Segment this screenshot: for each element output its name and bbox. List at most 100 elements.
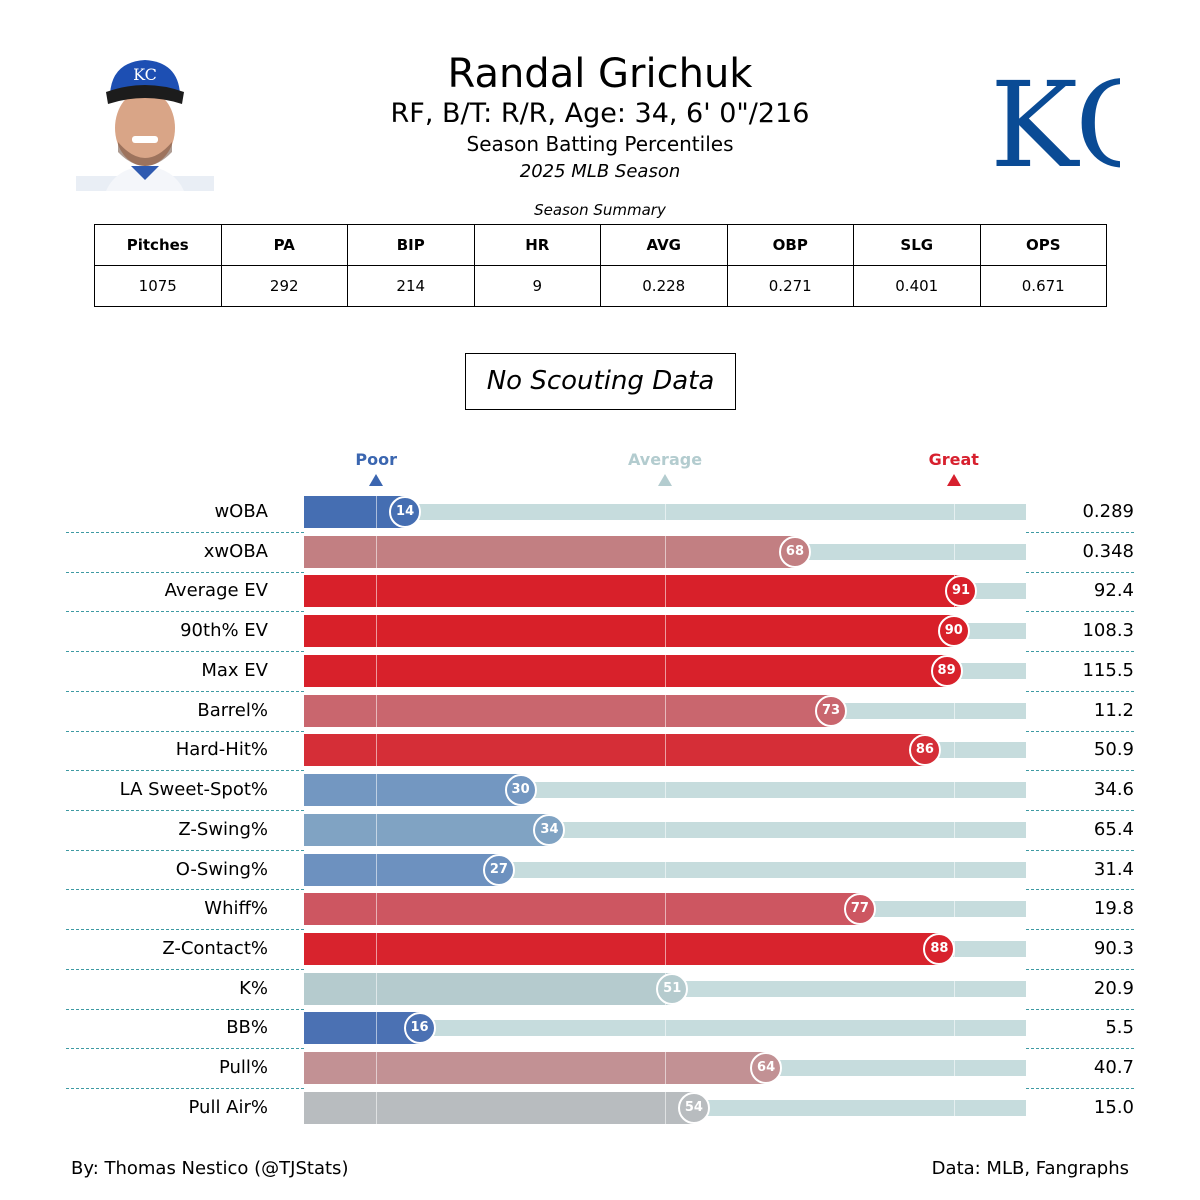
- metric-value-barrel-: 11.2: [1093, 699, 1134, 721]
- reference-line: [665, 933, 666, 966]
- season-label: 2025 MLB Season: [519, 161, 681, 182]
- metric-label-woba: wOBA: [214, 501, 268, 522]
- row-divider: [66, 889, 304, 891]
- reference-line: [953, 1052, 955, 1085]
- footer-source: Data: MLB, Fangraphs: [931, 1158, 1129, 1179]
- summary-col-header: BIP: [347, 224, 475, 266]
- percentile-bar: [304, 496, 406, 528]
- reference-line: [376, 535, 378, 568]
- season-summary-table: Pitches PA BIP HR AVG OBP SLG OPS 1075 2…: [94, 224, 1107, 307]
- summary-cell: 0.228: [600, 265, 728, 307]
- percentile-bubble: 86: [908, 734, 941, 767]
- row-divider: [66, 690, 304, 692]
- percentile-bubble: 30: [504, 774, 537, 807]
- reference-line: [665, 575, 666, 608]
- reference-line: [665, 535, 666, 568]
- reference-line: [665, 615, 666, 648]
- reference-line: [953, 1012, 955, 1045]
- triangle-up-icon: [658, 474, 672, 486]
- reference-line: [665, 853, 666, 886]
- metric-label-k-: K%: [239, 977, 268, 999]
- metric-value-average-ev: 92.4: [1093, 580, 1134, 602]
- metric-value-whiff-: 19.8: [1093, 898, 1134, 920]
- percentile-bar: [304, 1091, 694, 1124]
- row-divider: [1026, 531, 1134, 533]
- player-bio: RF, B/T: R/R, Age: 34, 6' 0"/216: [390, 98, 810, 129]
- reference-line: [953, 813, 955, 846]
- reference-line: [376, 853, 378, 886]
- reference-line: [953, 893, 955, 926]
- reference-line: [665, 893, 666, 926]
- reference-line: [665, 734, 666, 767]
- percentile-bar: [304, 1012, 420, 1045]
- team-logo-kc: KC: [990, 56, 1165, 194]
- percentile-bubble: 88: [923, 933, 956, 966]
- reference-line: [953, 972, 955, 1005]
- percentile-bar: [304, 933, 940, 966]
- summary-col-header: HR: [473, 224, 601, 266]
- percentile-bubble: 34: [533, 813, 566, 846]
- metric-label-hard-hit-: Hard-Hit%: [175, 739, 268, 761]
- metric-value-woba: 0.289: [1082, 501, 1134, 522]
- row-divider: [66, 611, 304, 613]
- row-divider: [66, 929, 304, 931]
- reference-line: [953, 535, 955, 568]
- metric-value-hard-hit-: 50.9: [1093, 739, 1134, 761]
- metric-label-z-contact-: Z-Contact%: [162, 938, 268, 960]
- reference-line: [376, 972, 378, 1005]
- triangle-up-icon: [369, 474, 384, 486]
- summary-cell: 0.671: [979, 265, 1107, 307]
- percentile-bar: [304, 893, 860, 926]
- footer-credit: By: Thomas Nestico (@TJStats): [71, 1158, 349, 1179]
- marker-label-poor: Poor: [355, 450, 397, 469]
- row-divider: [1026, 651, 1134, 653]
- reference-line: [953, 1091, 955, 1124]
- metric-value-90th-ev: 108.3: [1082, 620, 1134, 642]
- row-divider: [1026, 730, 1134, 732]
- metric-value-pull-: 40.7: [1093, 1057, 1134, 1079]
- percentile-bar: [304, 575, 962, 608]
- percentile-bar: [304, 774, 521, 807]
- row-divider: [1026, 809, 1134, 811]
- percentile-bubble: 90: [937, 615, 970, 648]
- row-divider: [66, 968, 304, 970]
- percentile-bubble: 73: [815, 694, 848, 727]
- row-divider: [1026, 849, 1134, 851]
- metric-label-whiff-: Whiff%: [204, 898, 268, 920]
- metric-value-bb-: 5.5: [1105, 1017, 1134, 1039]
- player-name: Randal Grichuk: [447, 51, 753, 97]
- metric-label-pull-: Pull%: [218, 1057, 268, 1079]
- reference-line: [665, 654, 666, 687]
- reference-line: [376, 694, 378, 727]
- metric-label-90th-ev: 90th% EV: [180, 620, 268, 642]
- player-headshot: KC: [76, 56, 214, 191]
- summary-value-row: 1075 292 214 9 0.228 0.271 0.401 0.671: [94, 265, 1107, 307]
- metric-label-la-sweet-spot-: LA Sweet-Spot%: [119, 779, 268, 801]
- row-divider: [66, 730, 304, 732]
- reference-line: [376, 615, 378, 648]
- reference-line: [376, 496, 378, 528]
- metric-value-k-: 20.9: [1093, 977, 1134, 999]
- percentile-bubble: 64: [750, 1052, 783, 1085]
- summary-cell: 292: [220, 265, 348, 307]
- percentile-bar: [304, 1052, 767, 1085]
- marker-label-average: Average: [627, 450, 703, 469]
- reference-line: [665, 496, 666, 528]
- row-divider: [66, 1088, 304, 1090]
- reference-line: [376, 734, 378, 767]
- percentile-bar: [304, 972, 673, 1005]
- summary-col-header: AVG: [600, 224, 728, 266]
- marker-label-great: Great: [928, 450, 979, 469]
- reference-line: [376, 654, 378, 687]
- percentile-bar: [304, 734, 925, 767]
- row-divider: [66, 571, 304, 573]
- reference-line: [376, 893, 378, 926]
- reference-line: [665, 1052, 666, 1085]
- metric-label-pull-air-: Pull Air%: [188, 1096, 269, 1118]
- metric-value-la-sweet-spot-: 34.6: [1093, 779, 1134, 801]
- row-divider: [1026, 1008, 1134, 1010]
- percentile-bubble: 91: [945, 575, 978, 608]
- row-divider: [1026, 889, 1134, 891]
- summary-col-header: SLG: [853, 224, 981, 266]
- percentile-bubble: 77: [843, 893, 876, 926]
